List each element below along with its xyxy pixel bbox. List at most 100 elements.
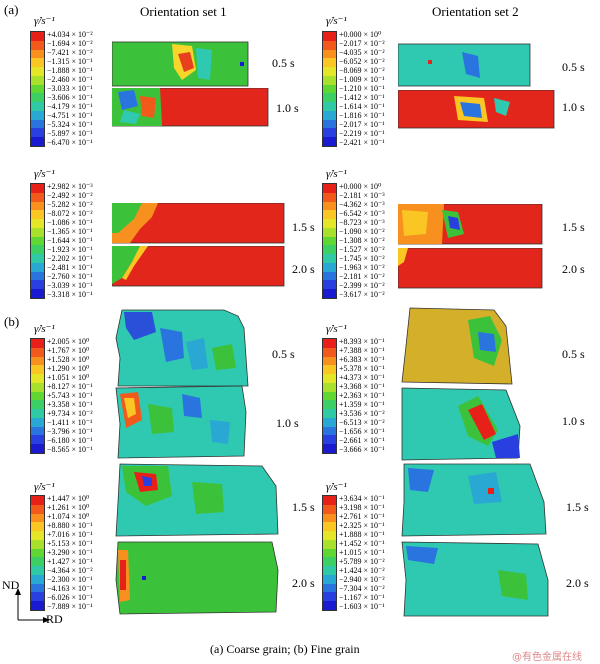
legend-tick-label: −8.723 × 10⁻³ xyxy=(339,218,385,227)
legend-color-swatch xyxy=(323,49,336,59)
legend-color-swatch xyxy=(31,417,44,427)
legend-color-swatch xyxy=(323,504,336,514)
legend-color-swatch xyxy=(31,49,44,59)
legend-tick-labels: +1.447 × 10⁰ +1.261 × 10⁰ +1.074 × 10⁰ +8.8… xyxy=(47,495,93,611)
time-label-b2-2.0s: 2.0 s xyxy=(566,576,589,590)
legend-color-swatch xyxy=(31,592,44,602)
legend-tick-label: +1.427 × 10⁻¹ xyxy=(47,557,93,566)
contour-a-set2-1.5s xyxy=(398,204,543,245)
legend-tick-label: −1.315 × 10⁻¹ xyxy=(47,57,93,66)
legend-tick-label: −7.421 × 10⁻² xyxy=(47,48,93,57)
legend-color-swatch xyxy=(323,245,336,255)
legend-color-swatch xyxy=(323,365,336,375)
legend-color-swatch xyxy=(31,201,44,211)
legend-color-swatch xyxy=(31,382,44,392)
legend-color-swatch xyxy=(323,522,336,532)
legend-tick-label: −6.026 × 10⁻¹ xyxy=(47,593,93,602)
legend-color-swatch xyxy=(323,356,336,366)
legend-tick-label: +1.074 × 10⁰ xyxy=(47,512,90,521)
contour-a-set1-1.0s xyxy=(112,88,269,127)
legend-color-swatch xyxy=(323,557,336,567)
legend-tick-label: +2.761 × 10⁻¹ xyxy=(339,512,385,521)
legend-color-bar xyxy=(322,338,337,454)
legend-tick-label: +9.734 × 10⁻² xyxy=(47,409,93,418)
legend-color-swatch xyxy=(323,254,336,263)
legend-color-swatch xyxy=(31,245,44,255)
legend-tick-label: +5.789 × 10⁻² xyxy=(339,557,385,566)
legend-tick-label: −4.035 × 10⁻² xyxy=(339,48,385,57)
legend-tick-label: +2.325 × 10⁻¹ xyxy=(339,521,385,530)
legend-tick-labels: +2.005 × 10⁰ +1.767 × 10⁰ +1.528 × 10⁰ +1.2… xyxy=(47,338,93,454)
legend-tick-label: +1.051 × 10⁰ xyxy=(47,373,90,382)
legend-color-swatch xyxy=(323,93,336,103)
legend-color-swatch xyxy=(323,548,336,558)
legend-tick-label: +5.743 × 10⁻¹ xyxy=(47,391,93,400)
legend-tick-label: −4.179 × 10⁻¹ xyxy=(47,102,93,111)
color-legend-b1: +2.005 × 10⁰ +1.767 × 10⁰ +1.528 × 10⁰ +1.2… xyxy=(30,338,93,454)
legend-tick-label: +5.378 × 10⁻¹ xyxy=(339,364,385,373)
legend-tick-label: −5.324 × 10⁻¹ xyxy=(47,120,93,129)
legend-color-swatch xyxy=(31,184,44,193)
legend-tick-label: −4.751 × 10⁻¹ xyxy=(47,111,93,120)
legend-color-swatch xyxy=(31,356,44,366)
contour-b-set2-1.5s xyxy=(401,463,547,537)
legend-color-swatch xyxy=(323,32,336,41)
legend-color-swatch xyxy=(31,409,44,418)
legend-tick-label: −1.210 × 10⁻¹ xyxy=(339,84,385,93)
legend-color-swatch xyxy=(31,426,44,436)
legend-title-b2: γ̇/s⁻¹ xyxy=(326,323,347,335)
axis-label-nd: ND xyxy=(2,578,20,592)
legend-tick-label: −1.167 × 10⁻¹ xyxy=(339,593,385,602)
legend-tick-label: −1.086 × 10⁻¹ xyxy=(47,218,93,227)
color-legend-b3: +1.447 × 10⁰ +1.261 × 10⁰ +1.074 × 10⁰ +8.8… xyxy=(30,495,93,611)
legend-tick-label: +3.290 × 10⁻¹ xyxy=(47,548,93,557)
legend-tick-label: +6.383 × 10⁻¹ xyxy=(339,355,385,364)
legend-tick-label: −2.017 × 10⁻¹ xyxy=(339,120,385,129)
legend-tick-label: −8.072 × 10⁻² xyxy=(47,209,93,218)
legend-title-a2: γ̇/s⁻¹ xyxy=(326,15,347,27)
legend-color-swatch xyxy=(31,574,44,584)
legend-color-swatch xyxy=(31,339,44,348)
legend-color-swatch xyxy=(323,347,336,357)
legend-tick-label: +8.880 × 10⁻¹ xyxy=(47,521,93,530)
legend-tick-label: −2.017 × 10⁻² xyxy=(339,39,385,48)
legend-tick-label: −2.940 × 10⁻² xyxy=(339,575,385,584)
legend-color-swatch xyxy=(323,210,336,220)
legend-tick-label: +1.015 × 10⁻¹ xyxy=(339,548,385,557)
legend-tick-label: −3.617 × 10⁻² xyxy=(339,290,385,299)
legend-tick-label: +3.358 × 10⁻¹ xyxy=(47,400,93,409)
legend-tick-label: −2.219 × 10⁻¹ xyxy=(339,129,385,138)
legend-color-swatch xyxy=(323,58,336,68)
time-label-b1-1.0s: 1.0 s xyxy=(276,416,299,430)
legend-color-swatch xyxy=(323,382,336,392)
legend-color-swatch xyxy=(323,409,336,418)
legend-color-swatch xyxy=(31,522,44,532)
legend-color-swatch xyxy=(323,75,336,85)
legend-color-swatch xyxy=(31,566,44,575)
legend-tick-label: +3.368 × 10⁻¹ xyxy=(339,382,385,391)
legend-tick-label: −2.492 × 10⁻² xyxy=(47,191,93,200)
legend-tick-label: +4.034 × 10⁻² xyxy=(47,30,93,39)
legend-color-swatch xyxy=(323,84,336,94)
legend-tick-label: −3.666 × 10⁻¹ xyxy=(339,445,385,454)
legend-color-swatch xyxy=(323,137,336,146)
legend-color-swatch xyxy=(31,365,44,375)
legend-color-swatch xyxy=(323,417,336,427)
legend-color-swatch xyxy=(31,435,44,445)
legend-color-bar xyxy=(30,31,45,147)
legend-color-swatch xyxy=(323,374,336,383)
panel-b-label: (b) xyxy=(4,314,20,329)
legend-tick-label: +1.888 × 10⁻¹ xyxy=(339,530,385,539)
contour-b-set2-0.5s xyxy=(401,307,513,385)
legend-color-swatch xyxy=(31,400,44,410)
color-legend-a1: +4.034 × 10⁻² −1.694 × 10⁻² −7.421 × 10⁻² −… xyxy=(30,31,93,147)
contour-b-set1-1.0s xyxy=(115,385,247,459)
legend-color-swatch xyxy=(31,504,44,514)
legend-color-bar xyxy=(30,183,45,299)
legend-tick-label: +1.261 × 10⁰ xyxy=(47,503,90,512)
contour-b-set1-2.0s xyxy=(115,541,279,615)
legend-color-bar xyxy=(30,495,45,611)
contour-b-set1-1.5s xyxy=(115,463,279,537)
legend-tick-label: −4.362 × 10⁻³ xyxy=(339,200,385,209)
legend-color-swatch xyxy=(323,426,336,436)
